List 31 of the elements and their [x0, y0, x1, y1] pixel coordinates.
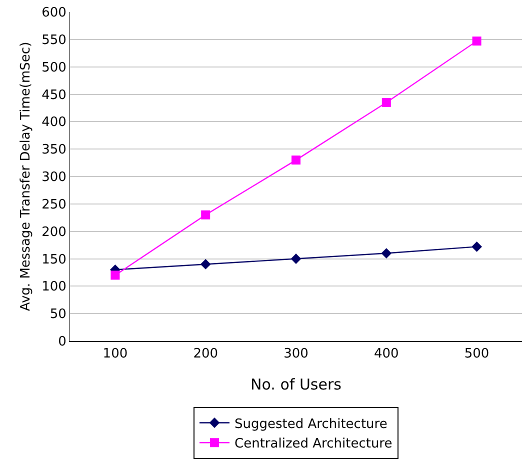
y-tick-label: 200 [42, 224, 66, 240]
y-axis-title: Avg. Message Transfer Delay Time(mSec) [18, 42, 34, 312]
point [472, 36, 482, 46]
x-tick-label: 400 [374, 346, 399, 362]
point [472, 241, 482, 252]
point [381, 248, 392, 258]
y-tick-label: 100 [42, 280, 66, 295]
point [290, 254, 302, 264]
legend-label: Suggested Architecture [234, 416, 388, 432]
x-tick-label: 200 [193, 346, 218, 362]
y-tick-label: 350 [42, 142, 66, 158]
point [201, 210, 210, 220]
y-tick-label: 450 [42, 88, 66, 103]
point [292, 156, 300, 165]
y-tick-label: 0 [58, 334, 66, 350]
y-tick-label: 300 [42, 170, 66, 186]
x-axis-title: No. of Users [250, 376, 342, 394]
legend-label: Centralized Architecture [234, 436, 392, 452]
y-tick-label: 600 [42, 6, 66, 21]
x-tick-label: 100 [102, 346, 128, 362]
point [110, 270, 120, 280]
point [200, 259, 211, 270]
y-tick-label: 250 [42, 197, 66, 212]
y-tick-label: 50 [50, 307, 66, 322]
x-tick-label: 300 [284, 346, 308, 362]
y-tick-label: 150 [42, 252, 66, 268]
y-tick-label: 500 [42, 60, 66, 76]
y-tick-label: 550 [42, 32, 66, 48]
x-tick-label: 500 [464, 346, 490, 362]
y-tick-label: 400 [42, 115, 66, 130]
point [382, 98, 391, 107]
